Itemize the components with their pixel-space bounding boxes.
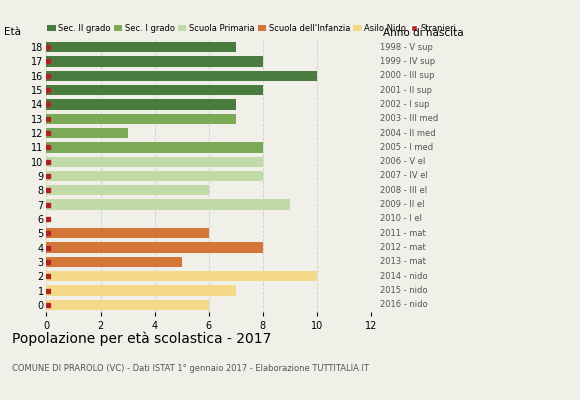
Text: 2004 - II med: 2004 - II med: [380, 128, 436, 138]
Text: 2011 - mat: 2011 - mat: [380, 229, 426, 238]
Text: 2009 - II el: 2009 - II el: [380, 200, 425, 209]
Bar: [46, 156, 263, 167]
Text: 2010 - I el: 2010 - I el: [380, 214, 422, 224]
Bar: [46, 200, 290, 210]
Text: 1999 - IV sup: 1999 - IV sup: [380, 57, 435, 66]
Bar: [46, 300, 209, 310]
Text: Età: Età: [4, 27, 21, 37]
Text: 2003 - III med: 2003 - III med: [380, 114, 438, 123]
Text: 2007 - IV el: 2007 - IV el: [380, 172, 428, 180]
Bar: [46, 128, 128, 138]
Bar: [46, 285, 236, 296]
Text: COMUNE DI PRAROLO (VC) - Dati ISTAT 1° gennaio 2017 - Elaborazione TUTTITALIA.IT: COMUNE DI PRAROLO (VC) - Dati ISTAT 1° g…: [12, 364, 368, 373]
Bar: [46, 56, 263, 67]
Text: 2005 - I med: 2005 - I med: [380, 143, 433, 152]
Text: 2001 - II sup: 2001 - II sup: [380, 86, 432, 95]
Bar: [46, 185, 209, 196]
Text: 2015 - nido: 2015 - nido: [380, 286, 427, 295]
Text: 2006 - V el: 2006 - V el: [380, 157, 425, 166]
Text: 2012 - mat: 2012 - mat: [380, 243, 426, 252]
Legend: Sec. II grado, Sec. I grado, Scuola Primaria, Scuola dell'Infanzia, Asilo Nido, : Sec. II grado, Sec. I grado, Scuola Prim…: [48, 24, 456, 33]
Bar: [46, 71, 317, 81]
Bar: [46, 271, 317, 281]
Text: 2000 - III sup: 2000 - III sup: [380, 71, 434, 80]
Bar: [46, 228, 209, 238]
Text: 2014 - nido: 2014 - nido: [380, 272, 427, 281]
Text: 1998 - V sup: 1998 - V sup: [380, 43, 433, 52]
Text: 2002 - I sup: 2002 - I sup: [380, 100, 429, 109]
Bar: [46, 242, 263, 253]
Bar: [46, 114, 236, 124]
Bar: [46, 42, 236, 52]
Bar: [46, 85, 263, 95]
Bar: [46, 99, 236, 110]
Text: 2013 - mat: 2013 - mat: [380, 257, 426, 266]
Text: Anno di nascita: Anno di nascita: [383, 28, 463, 38]
Text: Popolazione per età scolastica - 2017: Popolazione per età scolastica - 2017: [12, 332, 271, 346]
Text: 2016 - nido: 2016 - nido: [380, 300, 427, 309]
Bar: [46, 257, 182, 267]
Text: 2008 - III el: 2008 - III el: [380, 186, 427, 195]
Bar: [46, 142, 263, 152]
Bar: [46, 171, 263, 181]
